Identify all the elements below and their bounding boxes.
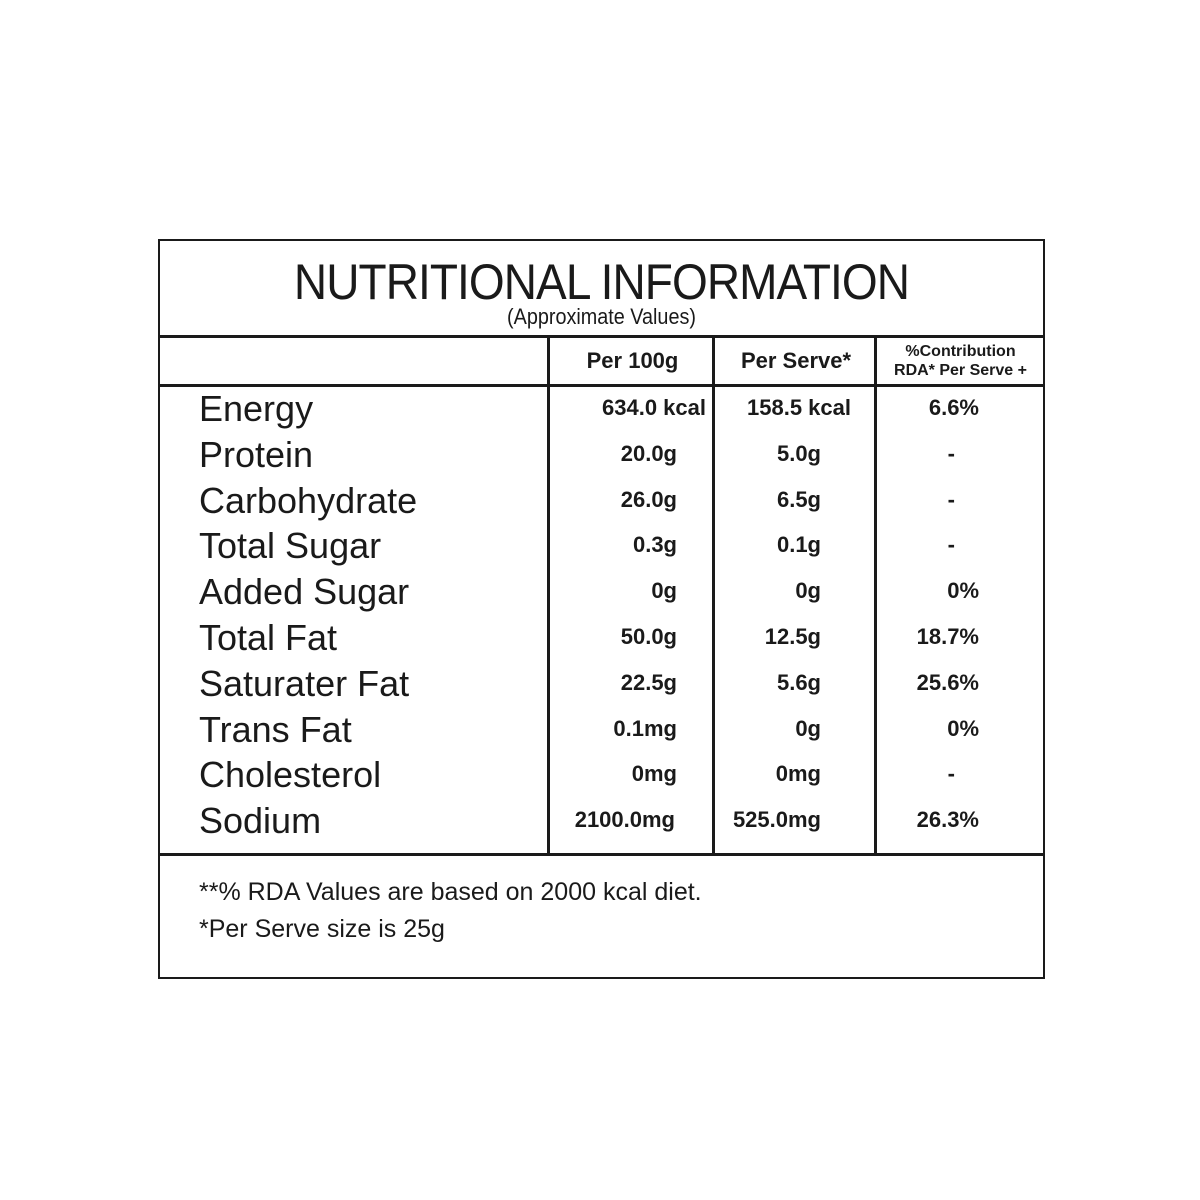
table-row: Trans Fat 0.1mg 0g 0% xyxy=(160,708,1043,754)
table-row: Total Fat 50.0g 12.5g 18.7% xyxy=(160,616,1043,662)
per-serve-value: 0g xyxy=(795,578,821,604)
per-serve-value: 5.0g xyxy=(776,440,821,466)
per-serve-value: 0.1g xyxy=(776,532,821,558)
nutrient-label: Saturater Fat xyxy=(199,662,410,704)
column-divider xyxy=(547,337,550,855)
per-serve-value: 12.5g xyxy=(764,624,821,649)
nutrient-label: Sodium xyxy=(199,800,322,842)
rda-value: 0% xyxy=(947,715,979,741)
rda-value: - xyxy=(947,486,955,512)
per-serve-value: 525.0mg xyxy=(732,807,821,833)
rda-value: 26.3% xyxy=(916,807,979,833)
per-100g-value: 0mg xyxy=(631,761,677,787)
table-row: Cholesterol 0mg 0mg - xyxy=(160,753,1043,799)
per-100g-value: 0.1mg xyxy=(613,715,677,741)
table-row: Sodium 2100.0mg 525.0mg 26.3% xyxy=(160,799,1043,845)
nutrient-label: Total Sugar xyxy=(199,525,382,567)
nutrient-label: Protein xyxy=(199,433,314,475)
per-serve-value: 5.6g xyxy=(776,669,821,695)
per-100g-value: 2100.0mg xyxy=(574,807,675,833)
table-row: Saturater Fat 22.5g 5.6g 25.6% xyxy=(160,662,1043,708)
column-divider xyxy=(874,337,877,855)
footnote-serve: *Per Serve size is 25g xyxy=(199,915,445,943)
label-subtitle: (Approximate Values) xyxy=(507,304,696,329)
footnote-rda: **% RDA Values are based on 2000 kcal di… xyxy=(199,878,702,906)
header-per-100g: Per 100g xyxy=(586,348,679,373)
nutrient-label: Total Fat xyxy=(199,617,338,658)
header-rda-line2: RDA* Per Serve + xyxy=(894,362,1027,379)
column-divider xyxy=(712,337,715,855)
nutrition-label: NUTRITIONAL INFORMATION (Approximate Val… xyxy=(158,239,1045,979)
per-serve-value: 158.5 kcal xyxy=(747,395,851,420)
table-row: Total Sugar 0.3g 0.1g - xyxy=(160,524,1043,570)
rda-value: 18.7% xyxy=(916,624,979,649)
per-100g-value: 634.0 kcal xyxy=(602,395,706,420)
header-rda-line1: %Contribution xyxy=(905,343,1016,360)
table-row: Protein 20.0g 5.0g - xyxy=(160,433,1043,479)
table-row: Energy 634.0 kcal 158.5 kcal 6.6% xyxy=(160,387,1043,433)
divider xyxy=(160,384,1043,387)
per-100g-value: 22.5g xyxy=(620,669,677,695)
header-rda: %Contribution RDA* Per Serve + xyxy=(878,337,1043,385)
per-100g-value: 0g xyxy=(651,578,677,604)
nutrient-label: Carbohydrate xyxy=(199,479,418,521)
rda-value: 25.6% xyxy=(916,669,979,695)
header-per-serve: Per Serve* xyxy=(740,348,852,373)
divider xyxy=(160,853,1043,856)
per-100g-value: 20.0g xyxy=(620,440,677,466)
divider xyxy=(160,335,1043,338)
per-serve-value: 0g xyxy=(795,715,821,741)
rda-value: - xyxy=(947,761,955,787)
per-serve-value: 0mg xyxy=(775,761,821,787)
rda-value: 6.6% xyxy=(928,395,979,420)
table-row: Carbohydrate 26.0g 6.5g - xyxy=(160,479,1043,525)
label-title: NUTRITIONAL INFORMATION xyxy=(293,254,910,310)
rda-value: 0% xyxy=(947,578,979,604)
nutrient-label: Cholesterol xyxy=(199,754,382,796)
rda-value: - xyxy=(947,532,955,558)
nutrient-label: Energy xyxy=(199,388,314,429)
rda-value: - xyxy=(947,440,955,466)
per-100g-value: 26.0g xyxy=(620,486,677,512)
table-row: Added Sugar 0g 0g 0% xyxy=(160,570,1043,616)
per-serve-value: 6.5g xyxy=(776,486,821,512)
per-100g-value: 50.0g xyxy=(620,624,677,649)
nutrient-label: Trans Fat xyxy=(199,708,352,750)
nutrient-label: Added Sugar xyxy=(199,571,410,613)
per-100g-value: 0.3g xyxy=(632,532,677,558)
